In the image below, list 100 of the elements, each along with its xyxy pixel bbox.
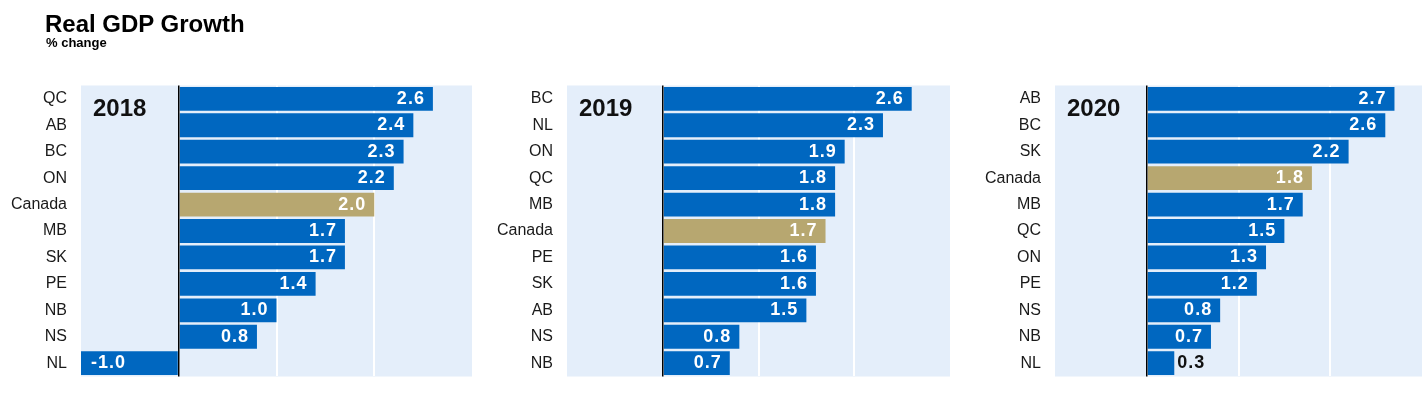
data-label: 2.2 (357, 167, 386, 188)
y-tick-label: NS (530, 327, 553, 345)
data-label: 1.2 (1220, 272, 1249, 293)
data-label: 1.7 (308, 219, 337, 240)
y-tick-label: NB (1018, 327, 1041, 345)
y-tick-label: AB (45, 115, 67, 133)
data-label: 0.8 (220, 325, 249, 346)
data-label: 1.0 (240, 299, 269, 320)
data-label: 2.4 (377, 114, 406, 135)
data-label: 1.5 (1248, 219, 1277, 240)
y-tick-label: NL (1020, 353, 1042, 371)
y-tick-label: Canada (984, 168, 1042, 186)
bar (663, 192, 836, 217)
chart-title: Real GDP Growth (45, 10, 245, 37)
bar (179, 139, 404, 164)
bar (663, 245, 816, 270)
data-label: 1.6 (779, 246, 808, 267)
data-label: 1.7 (789, 219, 818, 240)
y-tick-label: AB (531, 300, 553, 318)
data-label: 1.7 (1266, 193, 1295, 214)
bar (179, 113, 414, 138)
y-tick-label: Canada (496, 221, 554, 239)
y-tick-label: MB (43, 221, 67, 239)
y-tick-label: SK (531, 274, 554, 292)
annotation: 2018 (93, 94, 147, 122)
bar (179, 192, 375, 217)
bar (179, 166, 394, 191)
y-tick-label: ON (529, 142, 553, 160)
data-label: 1.3 (1229, 246, 1259, 267)
annotation: 2019 (579, 94, 633, 122)
y-tick-label: PE (1019, 274, 1041, 292)
bar (663, 166, 836, 191)
data-label: 2.3 (846, 114, 875, 135)
data-label: -1.0 (91, 352, 127, 373)
y-tick-label: NS (1018, 300, 1041, 318)
data-label: 0.7 (693, 352, 722, 373)
y-tick-label: QC (1017, 221, 1041, 239)
data-label: 0.8 (703, 325, 732, 346)
bar (179, 271, 316, 296)
bar (663, 271, 816, 296)
bar (179, 219, 345, 243)
data-label: 1.6 (779, 272, 808, 293)
data-label: 2.7 (1358, 87, 1387, 108)
y-tick-label: BC (530, 89, 553, 107)
annotation: 2020 (1067, 94, 1121, 122)
data-label: 2.3 (367, 140, 396, 161)
y-tick-label: ON (43, 168, 67, 186)
bar (1147, 351, 1175, 376)
bar (663, 298, 807, 323)
bar (663, 113, 883, 138)
y-tick-label: NB (44, 300, 67, 318)
bar (1147, 86, 1395, 111)
y-tick-label: PE (45, 274, 67, 292)
bar (663, 351, 730, 376)
data-label: 0.7 (1174, 325, 1203, 346)
y-tick-label: QC (43, 89, 67, 107)
data-label: 1.7 (308, 246, 337, 267)
data-label: 0.8 (1184, 299, 1213, 320)
y-tick-label: MB (1017, 194, 1041, 212)
bar (1147, 271, 1257, 296)
bar (663, 139, 845, 164)
data-label: 2.6 (396, 87, 425, 108)
y-tick-label: SK (45, 247, 68, 265)
data-label: 2.6 (875, 87, 904, 108)
bar (1147, 139, 1349, 164)
data-label: 1.9 (808, 140, 837, 161)
y-tick-label: NB (530, 353, 553, 371)
y-tick-label: SK (1019, 142, 1042, 160)
bar (1147, 245, 1267, 270)
y-tick-label: PE (531, 247, 553, 265)
y-tick-label: NS (44, 327, 67, 345)
chart-subtitle: % change (46, 35, 107, 50)
y-tick-label: BC (44, 142, 67, 160)
y-tick-label: NL (46, 353, 68, 371)
bar (1147, 192, 1303, 217)
y-tick-label: Canada (10, 194, 68, 212)
y-tick-label: AB (1019, 89, 1041, 107)
data-label: 2.2 (1312, 140, 1341, 161)
data-label: 2.0 (338, 193, 367, 214)
y-tick-label: MB (529, 194, 553, 212)
bar (663, 219, 826, 243)
y-tick-label: BC (1018, 115, 1041, 133)
bar (1147, 166, 1312, 191)
bar (663, 86, 912, 111)
y-tick-label: ON (1017, 247, 1041, 265)
data-label: 1.8 (799, 167, 828, 188)
data-label: 0.3 (1177, 352, 1206, 373)
bar (179, 245, 345, 270)
data-label: 1.8 (1275, 167, 1304, 188)
bar (1147, 219, 1285, 243)
bar (81, 351, 178, 376)
y-tick-label: NL (532, 115, 554, 133)
data-label: 1.5 (770, 299, 799, 320)
y-tick-label: QC (529, 168, 553, 186)
data-label: 2.6 (1349, 114, 1378, 135)
data-label: 1.8 (799, 193, 828, 214)
bar (179, 86, 433, 111)
data-label: 1.4 (279, 272, 308, 293)
bar (179, 298, 277, 323)
bar (1147, 113, 1386, 138)
